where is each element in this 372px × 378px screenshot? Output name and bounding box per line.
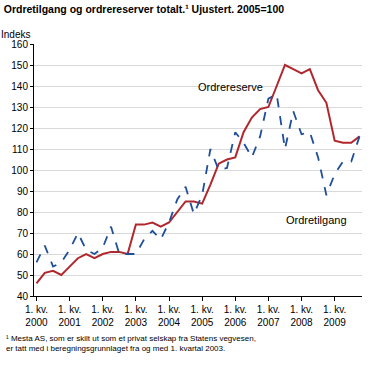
svg-text:Ordrereserve: Ordrereserve	[198, 81, 263, 93]
svg-text:40: 40	[17, 291, 29, 302]
svg-text:1. kv.2003: 1. kv.2003	[124, 304, 147, 328]
svg-text:160: 160	[11, 39, 28, 50]
svg-text:70: 70	[17, 228, 29, 239]
svg-text:Ordretilgang: Ordretilgang	[286, 214, 347, 226]
svg-text:90: 90	[17, 186, 29, 197]
svg-text:130: 130	[11, 102, 28, 113]
svg-text:1. kv.2008: 1. kv.2008	[290, 304, 313, 328]
svg-text:¹ Mesta AS, som er skilt ut so: ¹ Mesta AS, som er skilt ut som et priva…	[6, 334, 256, 353]
svg-text:1. kv.2000: 1. kv.2000	[25, 304, 48, 328]
svg-text:1. kv.2006: 1. kv.2006	[224, 304, 247, 328]
svg-text:1. kv.2002: 1. kv.2002	[91, 304, 114, 328]
svg-text:120: 120	[11, 123, 28, 134]
svg-text:110: 110	[12, 144, 28, 155]
svg-text:1. kv.2009: 1. kv.2009	[323, 304, 346, 328]
svg-text:140: 140	[11, 81, 28, 92]
svg-text:1. kv.2004: 1. kv.2004	[157, 304, 180, 328]
svg-text:100: 100	[11, 165, 28, 176]
svg-text:80: 80	[17, 207, 29, 218]
svg-text:Ordretilgang og ordrereserver: Ordretilgang og ordrereserver totalt.¹ U…	[4, 3, 285, 15]
svg-text:1. kv.2005: 1. kv.2005	[191, 304, 214, 328]
svg-text:Indeks: Indeks	[1, 29, 30, 40]
svg-text:1. kv.2007: 1. kv.2007	[257, 304, 280, 328]
svg-text:50: 50	[17, 270, 29, 281]
svg-text:150: 150	[11, 60, 28, 71]
svg-text:1. kv.2001: 1. kv.2001	[58, 304, 81, 328]
svg-text:60: 60	[17, 249, 29, 260]
